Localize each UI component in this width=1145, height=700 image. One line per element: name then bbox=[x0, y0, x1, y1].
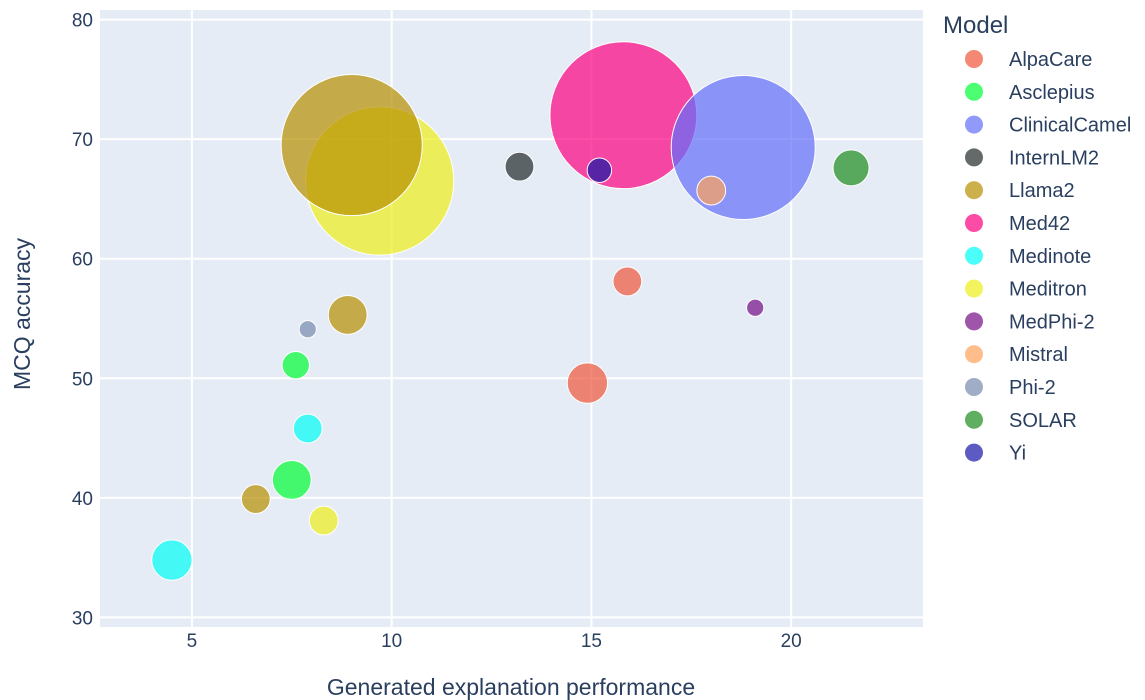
legend-item-internlm2[interactable]: InternLM2 bbox=[1009, 147, 1099, 169]
x-tick-label: 10 bbox=[381, 631, 402, 652]
bubble-llama2[interactable] bbox=[240, 484, 271, 514]
x-tick-label: 5 bbox=[187, 631, 198, 652]
y-tick-label: 30 bbox=[72, 608, 93, 629]
bubble-yi[interactable] bbox=[586, 157, 613, 183]
bubble-llama2[interactable] bbox=[327, 294, 368, 335]
legend-item-alpacare[interactable]: AlpaCare bbox=[1009, 49, 1092, 71]
legend: Model AlpaCare Asclepius ClinicalCamel Inte… bbox=[943, 12, 1131, 465]
bubble-alpacare[interactable] bbox=[612, 266, 643, 297]
legend-marker bbox=[965, 312, 983, 331]
legend-item-llama2[interactable]: Llama2 bbox=[1009, 180, 1075, 202]
legend-item-med42[interactable]: Med42 bbox=[1009, 213, 1070, 235]
bubble-solar[interactable] bbox=[832, 149, 870, 187]
legend-marker bbox=[965, 378, 983, 396]
legend-item-medinote[interactable]: Medinote bbox=[1009, 246, 1091, 268]
bubble-asclepius[interactable] bbox=[271, 459, 312, 500]
legend-item-mistral[interactable]: Mistral bbox=[1009, 344, 1068, 366]
bubble-clinicalcamel[interactable] bbox=[670, 75, 816, 221]
bubble-asclepius[interactable] bbox=[281, 350, 310, 380]
y-tick-label: 70 bbox=[72, 130, 93, 151]
legend-marker bbox=[965, 279, 983, 298]
legend-item-medphi-2[interactable]: MedPhi-2 bbox=[1009, 311, 1095, 333]
y-tick-label: 60 bbox=[72, 250, 93, 271]
bubble-layer bbox=[151, 41, 870, 581]
bubble-medinote[interactable] bbox=[292, 413, 323, 444]
bubble-medphi-2[interactable] bbox=[746, 298, 765, 317]
legend-marker bbox=[965, 345, 983, 364]
y-axis-title: MCQ accuracy bbox=[9, 237, 35, 390]
bubble-internlm2[interactable] bbox=[504, 151, 535, 182]
y-tick-label: 40 bbox=[72, 489, 93, 510]
y-tick-label: 80 bbox=[72, 11, 93, 32]
y-axis-ticks: 30 40 50 60 70 80 bbox=[72, 11, 93, 630]
legend-marker bbox=[965, 181, 983, 200]
y-tick-label: 50 bbox=[72, 369, 93, 390]
legend-marker bbox=[965, 115, 983, 134]
legend-item-phi-2[interactable]: Phi-2 bbox=[1009, 377, 1056, 399]
legend-item-solar[interactable]: SOLAR bbox=[1009, 410, 1077, 432]
legend-marker bbox=[965, 214, 983, 232]
legend-item-asclepius[interactable]: Asclepius bbox=[1009, 82, 1095, 104]
legend-item-meditron[interactable]: Meditron bbox=[1009, 279, 1087, 301]
x-tick-label: 15 bbox=[581, 631, 602, 652]
bubble-llama2[interactable] bbox=[280, 74, 423, 217]
bubble-phi-2[interactable] bbox=[298, 320, 317, 339]
legend-marker bbox=[965, 246, 983, 265]
legend-marker bbox=[965, 50, 983, 68]
legend-marker bbox=[965, 82, 983, 101]
bubble-meditron[interactable] bbox=[308, 505, 339, 536]
x-axis-ticks: 5 10 15 20 bbox=[187, 631, 802, 652]
legend-marker bbox=[965, 410, 983, 429]
legend-marker bbox=[965, 148, 983, 167]
bubble-medinote[interactable] bbox=[151, 539, 193, 581]
x-tick-label: 20 bbox=[781, 631, 802, 652]
bubble-mistral[interactable] bbox=[696, 175, 727, 206]
legend-title: Model bbox=[943, 12, 1008, 39]
legend-marker bbox=[965, 443, 983, 462]
legend-item-yi[interactable]: Yi bbox=[1009, 443, 1026, 465]
legend-item-clinicalcamel[interactable]: ClinicalCamel bbox=[1009, 115, 1131, 137]
x-axis-title: Generated explanation performance bbox=[327, 674, 695, 700]
bubble-alpacare[interactable] bbox=[566, 362, 609, 404]
